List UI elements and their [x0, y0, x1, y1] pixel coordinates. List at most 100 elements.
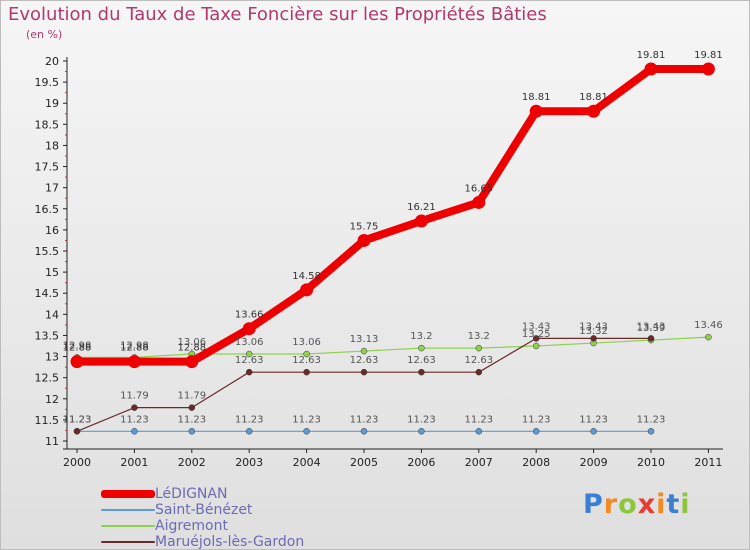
data-point — [532, 342, 540, 350]
logo-letter: t — [666, 489, 681, 520]
data-label: 12.63 — [235, 355, 264, 366]
legend: LéDIGNAN Saint-Bénézet Aigremont Maruéjols-… — [101, 486, 305, 550]
data-label: 13.13 — [350, 334, 379, 345]
data-label: 13.06 — [235, 337, 264, 348]
data-label: 13.39 — [637, 323, 666, 334]
data-label: 12.88 — [177, 343, 206, 354]
y-tick-label: 15 — [45, 266, 59, 279]
data-point — [705, 333, 712, 341]
data-label: 13.43 — [522, 321, 551, 332]
legend-swatch — [101, 525, 155, 527]
data-label: 12.63 — [292, 355, 321, 366]
data-point — [360, 347, 368, 355]
data-label: 13.2 — [410, 331, 432, 342]
data-point — [647, 335, 655, 342]
data-label: 13.66 — [235, 310, 264, 321]
data-point — [418, 428, 425, 435]
data-point — [475, 428, 483, 435]
data-point — [529, 104, 543, 118]
x-tick-label: 2007 — [465, 456, 493, 469]
y-tick-label: 13 — [45, 351, 59, 364]
data-point — [701, 62, 715, 76]
data-label: 13.25 — [522, 329, 551, 340]
data-label: 11.23 — [235, 414, 264, 425]
x-tick-label: 2009 — [580, 456, 608, 469]
y-tick-label: 20 — [45, 55, 59, 68]
legend-item: Aigremont — [101, 518, 304, 534]
data-label: 18.81 — [579, 92, 608, 103]
x-tick-label: 2000 — [63, 456, 91, 469]
data-point — [242, 322, 256, 336]
y-tick-label: 15.5 — [35, 245, 60, 258]
legend-item: Maruéjols-lès-Gardon — [101, 534, 305, 550]
y-tick-label: 14 — [45, 308, 59, 321]
data-label: 13.32 — [579, 326, 608, 337]
data-label: 11.23 — [522, 414, 551, 425]
legend-swatch — [101, 509, 155, 511]
data-point — [245, 428, 253, 435]
data-point — [587, 104, 601, 118]
y-tick-label: 14.5 — [35, 287, 60, 300]
y-axis-unit-label: (en %) — [26, 28, 63, 41]
data-label: 19.81 — [694, 50, 723, 61]
axes: 11 11.5 12 12.5 13 13.5 14 14.5 15 15.5 16 16.5 17 17… — [35, 55, 723, 469]
logo-letter: i — [680, 489, 691, 520]
legend-label: Saint-Bénézet — [155, 502, 253, 518]
data-label: 13.46 — [694, 320, 723, 331]
data-label: 12.63 — [407, 355, 436, 366]
data-label: 13.06 — [177, 337, 206, 348]
series-line-2 — [76, 336, 710, 358]
x-tick-label: 2004 — [293, 456, 321, 469]
data-point — [300, 283, 314, 297]
y-tick-label: 16 — [45, 224, 59, 237]
data-point — [185, 355, 199, 369]
data-point — [414, 214, 428, 228]
y-tick-label: 18 — [45, 139, 59, 152]
y-tick-label: 11.5 — [35, 414, 60, 427]
data-point — [418, 368, 425, 376]
data-point — [245, 350, 253, 358]
y-tick-label: 18.5 — [35, 118, 60, 131]
y-tick-label: 17 — [45, 182, 59, 195]
data-label: 11.23 — [464, 414, 493, 425]
data-point — [303, 350, 310, 358]
data-label: 16.21 — [407, 202, 436, 213]
data-point — [70, 355, 84, 369]
x-tick-label: 2008 — [522, 456, 550, 469]
data-label: 15.75 — [350, 221, 379, 232]
data-label: 11.23 — [63, 414, 92, 425]
logo-letter: x — [637, 489, 657, 520]
logo-letter: o — [618, 489, 638, 520]
x-tick-label: 2002 — [178, 456, 206, 469]
legend-label: LéDIGNAN — [155, 486, 228, 502]
data-point — [357, 233, 371, 247]
data-label: 12.88 — [63, 343, 92, 354]
data-label: 13.06 — [292, 337, 321, 348]
data-point — [360, 368, 368, 376]
legend-label: Aigremont — [155, 518, 228, 534]
data-label: 12.63 — [350, 355, 379, 366]
data-label: 11.23 — [120, 414, 149, 425]
data-point — [245, 368, 253, 376]
data-label: 12.98 — [63, 340, 92, 351]
data-point — [590, 335, 597, 342]
data-point — [418, 344, 425, 352]
data-point — [131, 428, 138, 435]
data-label: 16.65 — [464, 183, 493, 194]
legend-label: Maruéjols-lès-Gardon — [155, 534, 305, 550]
legend-item: LéDIGNAN — [101, 486, 304, 502]
data-point — [188, 404, 196, 411]
data-label: 14.58 — [292, 271, 321, 282]
data-label: 11.23 — [350, 414, 379, 425]
y-tick-label: 12 — [45, 393, 59, 406]
x-tick-label: 2011 — [694, 456, 722, 469]
data-label: 11.23 — [637, 414, 666, 425]
data-point — [590, 428, 597, 435]
logo-letter: i — [656, 489, 667, 520]
data-labels-layer: 11.23 11.23 11.23 11.23 11.23 11.23 11.23 11.23… — [63, 50, 723, 425]
x-tick-label: 2010 — [637, 456, 665, 469]
data-point — [647, 428, 655, 435]
legend-swatch — [101, 541, 155, 543]
x-tick-label: 2005 — [350, 456, 378, 469]
